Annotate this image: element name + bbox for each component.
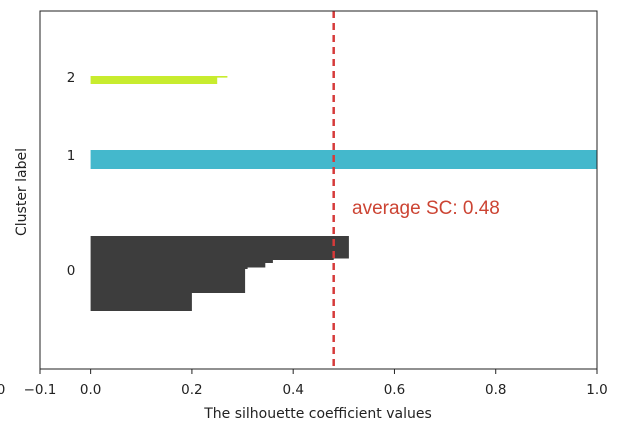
x-tick-label: −0.1 — [24, 382, 57, 398]
x-tick-label: 0.8 — [485, 382, 506, 398]
silhouette-cluster-1 — [90, 150, 597, 169]
x-tick-label-cut: 0 — [0, 382, 5, 398]
silhouette-bars — [90, 76, 597, 311]
plot-background — [40, 11, 597, 369]
x-tick-label: 0.0 — [80, 382, 101, 398]
x-axis-ticks: −0.1 0.0 0.2 0.4 0.6 0.8 1.0 0 — [0, 369, 608, 398]
cluster-label-2: 2 — [67, 70, 76, 86]
x-tick-label: 0.6 — [384, 382, 405, 398]
y-axis-title: Cluster label — [14, 148, 30, 236]
silhouette-cluster-0 — [90, 236, 349, 311]
silhouette-cluster-2 — [90, 76, 228, 84]
cluster-label-1: 1 — [67, 148, 76, 164]
x-tick-label: 1.0 — [586, 382, 607, 398]
plot-frame — [39, 10, 598, 370]
x-tick-label: 0.2 — [181, 382, 202, 398]
cluster-label-0: 0 — [67, 263, 76, 279]
cluster-labels: 0 1 2 — [67, 70, 76, 279]
x-tick-label: 0.4 — [282, 382, 303, 398]
average-sc-annotation: average SC: 0.48 — [352, 198, 500, 219]
x-axis-title: The silhouette coefficient values — [203, 406, 432, 422]
